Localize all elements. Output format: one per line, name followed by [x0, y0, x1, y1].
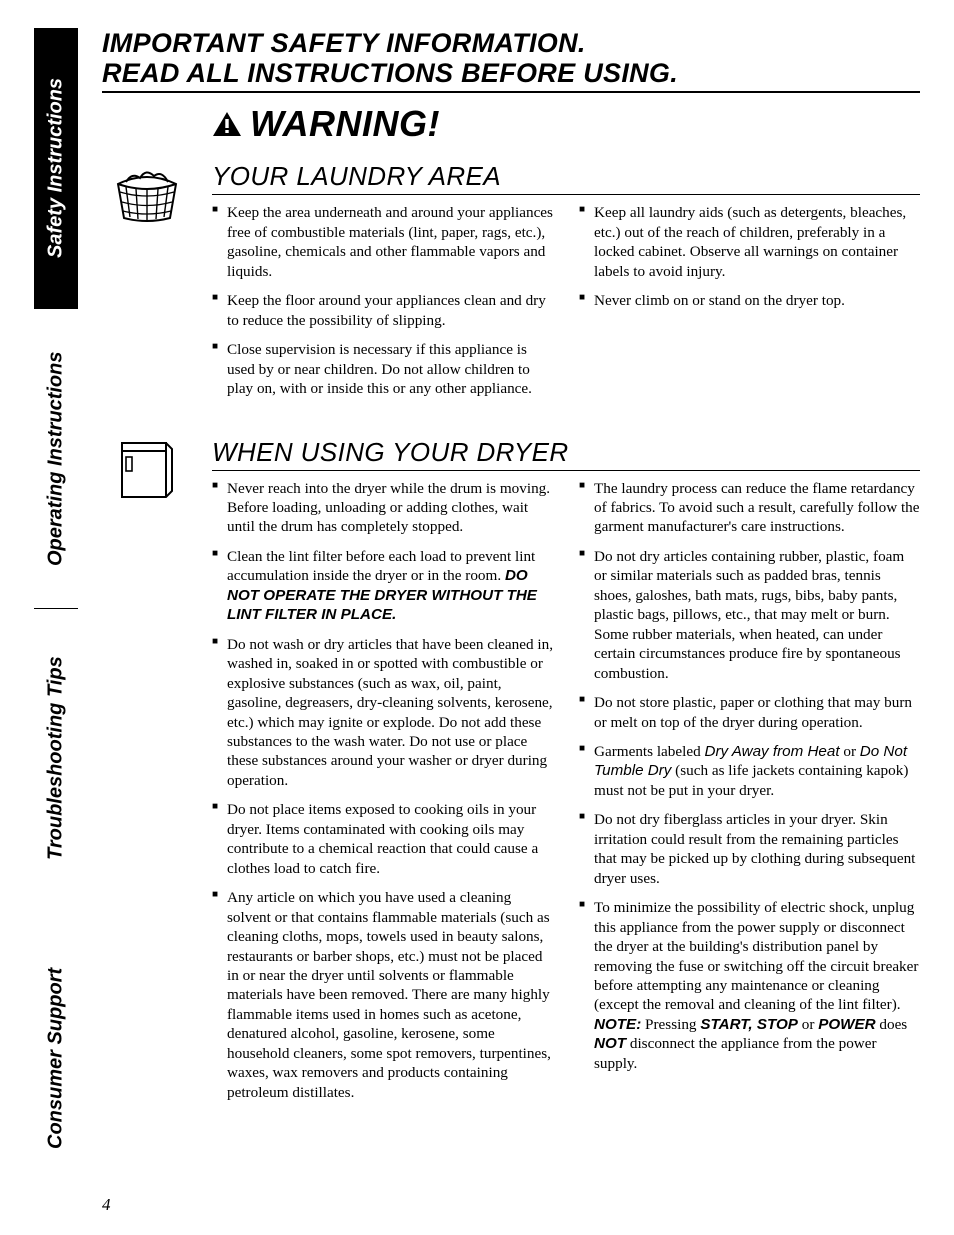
text: Pressing	[641, 1016, 700, 1033]
warning-triangle-icon	[212, 111, 242, 137]
note-label: NOTE:	[594, 1016, 641, 1033]
text: disconnect the appliance from the power …	[594, 1035, 877, 1071]
text: Garments labeled	[594, 743, 705, 760]
text: or	[798, 1016, 818, 1033]
bold-text: NOT	[594, 1035, 626, 1052]
laundry-left-list: Keep the area underneath and around your…	[212, 203, 553, 398]
list-item: Garments labeled Dry Away from Heat or D…	[579, 742, 920, 800]
bold-text: POWER	[818, 1016, 875, 1033]
list-item: To minimize the possibility of electric …	[579, 898, 920, 1073]
section-title-dryer: WHEN USING YOUR DRYER	[212, 437, 920, 471]
text: or	[840, 743, 860, 760]
list-item: Close supervision is necessary if this a…	[212, 340, 553, 398]
list-item: Do not dry fiberglass articles in your d…	[579, 810, 920, 888]
list-item: Keep all laundry aids (such as detergent…	[579, 203, 920, 281]
dryer-right-list: The laundry process can reduce the flame…	[579, 479, 920, 1074]
tab-operating-instructions[interactable]: Operating Instructions	[34, 308, 78, 608]
header-line2: READ ALL INSTRUCTIONS BEFORE USING.	[102, 58, 678, 88]
list-item: Do not store plastic, paper or clothing …	[579, 693, 920, 732]
bold-text: START, STOP	[700, 1016, 798, 1033]
list-item: Keep the area underneath and around your…	[212, 203, 553, 281]
list-item: Do not wash or dry articles that have be…	[212, 635, 553, 791]
list-item: Do not place items exposed to cooking oi…	[212, 800, 553, 878]
list-item: Do not dry articles containing rubber, p…	[579, 547, 920, 683]
header-line1: IMPORTANT SAFETY INFORMATION.	[102, 28, 586, 58]
laundry-basket-icon	[102, 161, 212, 408]
page-number: 4	[102, 1195, 111, 1215]
dryer-left-list: Never reach into the dryer while the dru…	[212, 479, 553, 1103]
tab-troubleshooting-tips[interactable]: Troubleshooting Tips	[34, 608, 78, 908]
section-using-dryer: WHEN USING YOUR DRYER Never reach into t…	[102, 437, 920, 1113]
sidebar-tabs: Safety Instructions Operating Instructio…	[34, 28, 78, 1208]
section-laundry-area: YOUR LAUNDRY AREA Keep the area undernea…	[102, 161, 920, 408]
list-item: Never climb on or stand on the dryer top…	[579, 291, 920, 310]
tab-consumer-support[interactable]: Consumer Support	[34, 908, 78, 1208]
tab-safety-instructions[interactable]: Safety Instructions	[34, 28, 78, 308]
warning-heading: WARNING!	[212, 103, 920, 145]
text: To minimize the possibility of electric …	[594, 899, 918, 1013]
warning-label: WARNING!	[250, 103, 440, 145]
main-content: IMPORTANT SAFETY INFORMATION. READ ALL I…	[102, 28, 920, 1112]
list-item: The laundry process can reduce the flame…	[579, 479, 920, 537]
list-item: Any article on which you have used a cle…	[212, 888, 553, 1102]
italic-text: Dry Away from Heat	[705, 743, 840, 760]
list-item: Keep the floor around your appliances cl…	[212, 291, 553, 330]
list-item: Never reach into the dryer while the dru…	[212, 479, 553, 537]
page-header: IMPORTANT SAFETY INFORMATION. READ ALL I…	[102, 28, 920, 93]
dryer-icon	[102, 437, 212, 1113]
text: does	[876, 1016, 908, 1033]
laundry-right-list: Keep all laundry aids (such as detergent…	[579, 203, 920, 310]
text: Clean the lint filter before each load t…	[227, 548, 535, 584]
list-item: Clean the lint filter before each load t…	[212, 547, 553, 625]
section-title-laundry: YOUR LAUNDRY AREA	[212, 161, 920, 195]
